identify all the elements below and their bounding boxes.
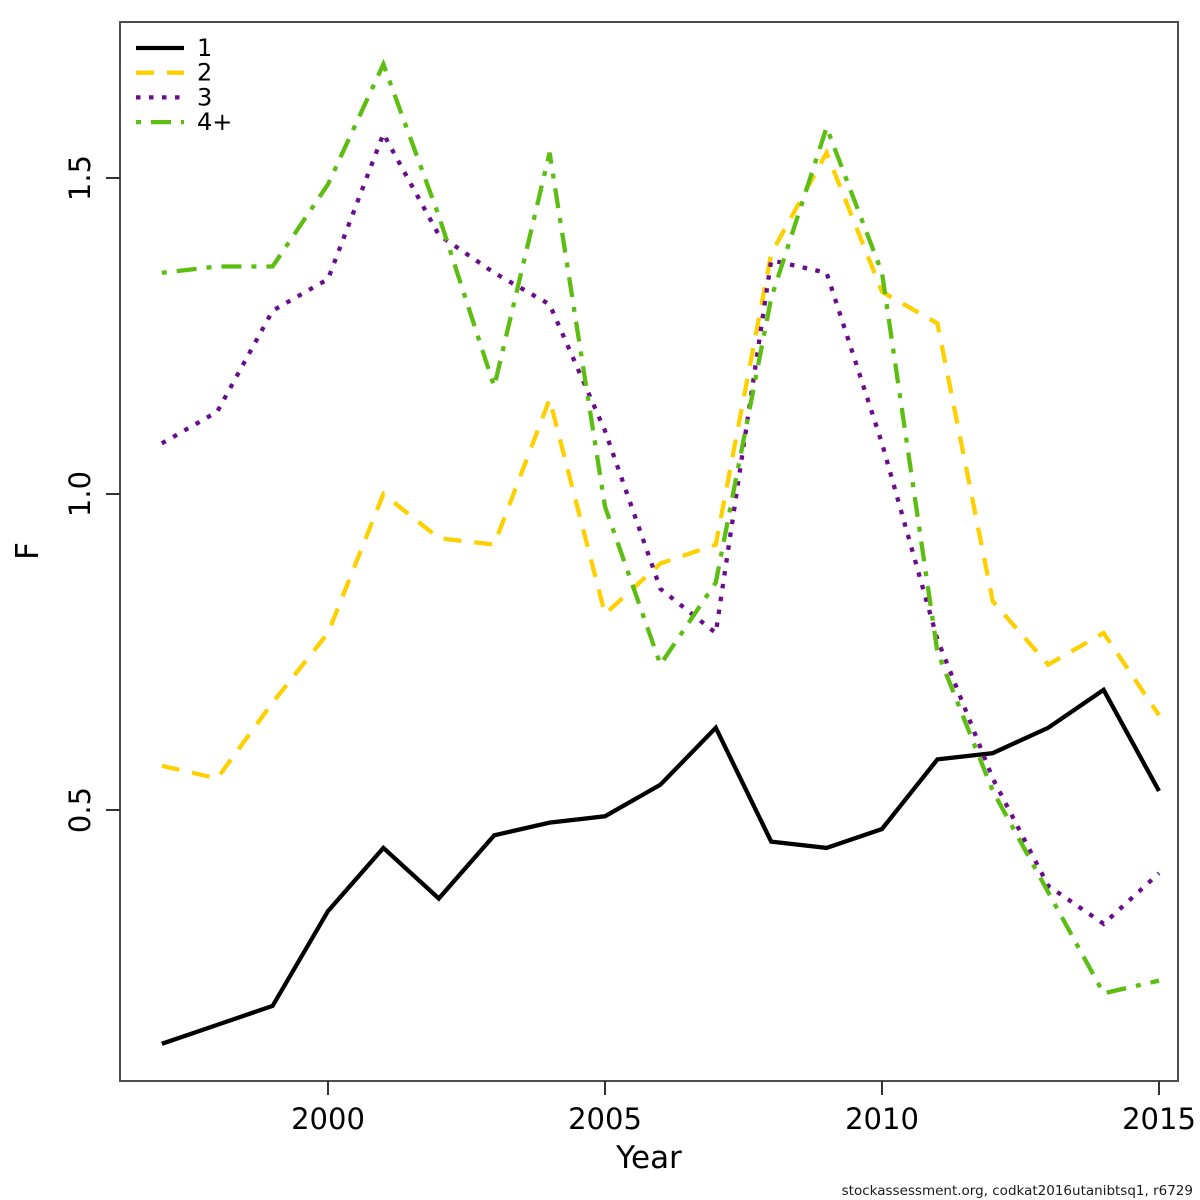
- x-tick-label: 2010: [845, 1102, 919, 1136]
- series-line-4+: [161, 58, 1160, 996]
- legend-label-4+: 4+: [197, 108, 232, 136]
- y-axis-title: F: [10, 542, 46, 560]
- series-line-2: [161, 147, 1161, 781]
- legend-label-2: 2: [197, 59, 212, 87]
- x-tick-label: 2005: [568, 1102, 642, 1136]
- series-line-1: [161, 686, 1161, 1046]
- footer-note: stockassessment.org, codkat2016utanibtsq…: [842, 1183, 1193, 1199]
- plot-box: [119, 21, 1179, 1082]
- y-tick-label: 1.0: [63, 471, 97, 517]
- y-tick-label: 1.5: [63, 155, 97, 201]
- axis-ticks: 2000 2005 2010 2015 0.5 1.0 1.5: [63, 155, 1196, 1136]
- series-line-3: [160, 128, 1161, 927]
- y-tick-label: 0.5: [63, 787, 97, 833]
- legend-label-3: 3: [197, 83, 212, 111]
- x-tick-label: 2000: [291, 1102, 365, 1136]
- x-axis-title: Year: [615, 1140, 682, 1176]
- data-series: [160, 58, 1161, 1046]
- legend-label-1: 1: [197, 34, 212, 62]
- x-tick-label: 2015: [1122, 1102, 1196, 1136]
